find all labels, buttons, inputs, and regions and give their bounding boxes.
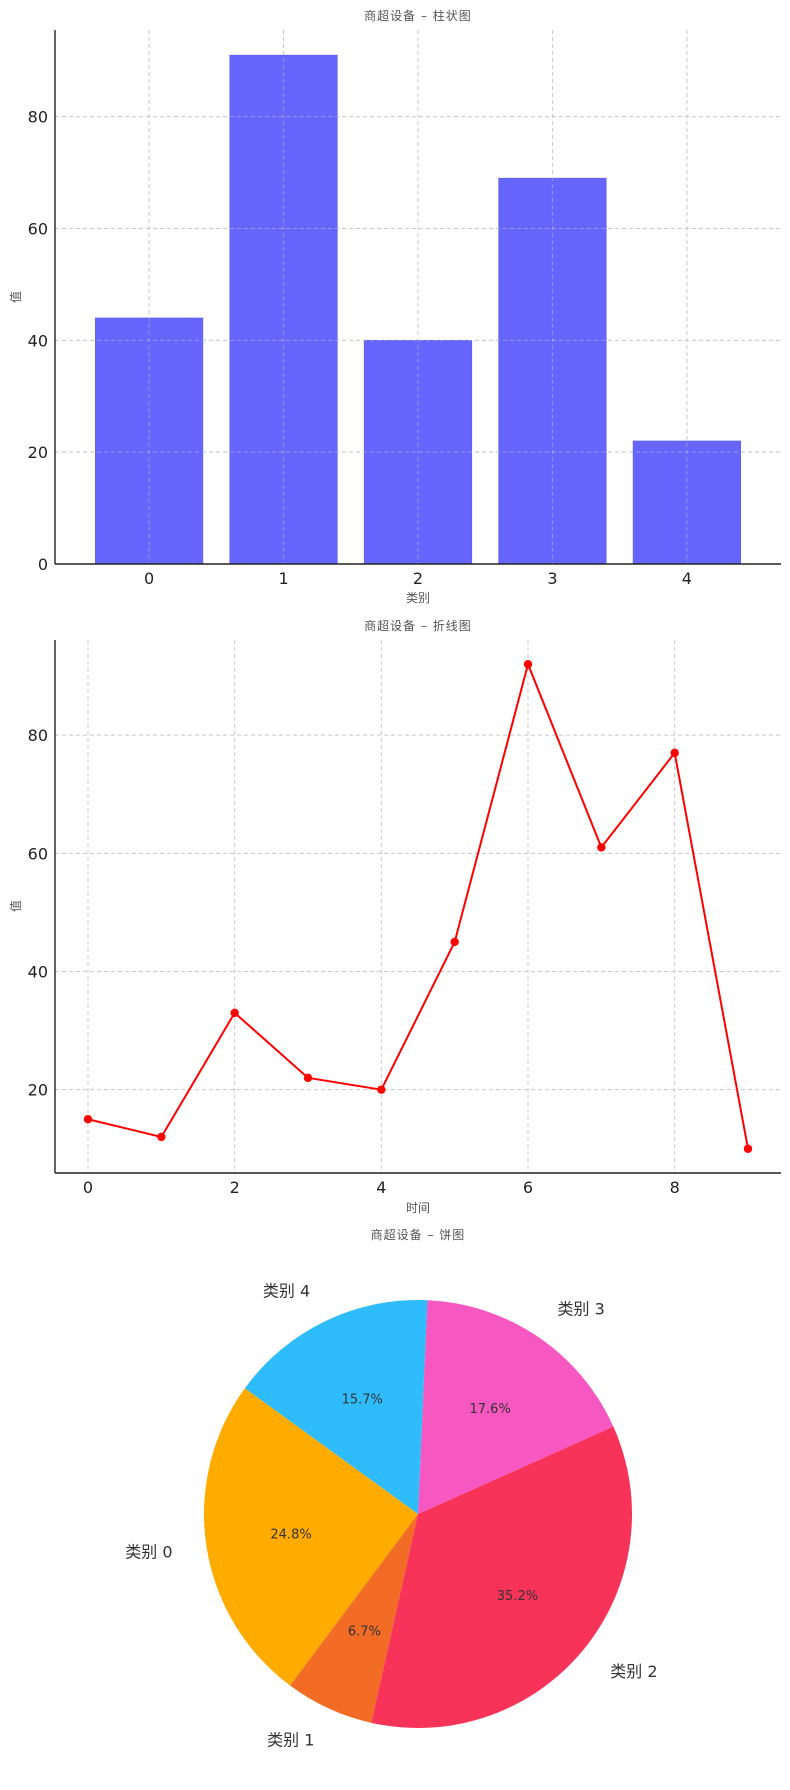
bar-x-axis-label: 类别 (406, 591, 430, 605)
line-point (230, 1008, 239, 1018)
pie-slice-label: 类别 0 (125, 1542, 172, 1561)
line-x-tick-label: 4 (376, 1178, 386, 1197)
pie-slice (290, 1514, 418, 1723)
line-point (670, 748, 679, 758)
pie-slice-label: 类别 4 (263, 1281, 310, 1300)
bar-y-tick-label: 80 (28, 108, 48, 127)
pie-slice-label: 类别 2 (610, 1662, 657, 1681)
line-point (157, 1132, 166, 1142)
pie-slice (371, 1426, 633, 1729)
pie-slice (418, 1300, 614, 1514)
line-x-tick-label: 8 (670, 1178, 680, 1197)
line-point (597, 843, 606, 852)
line-chart-series (83, 660, 753, 1153)
bar-x-tick-label: 3 (547, 569, 557, 588)
pie-chart-labels: 类别 0 24.8% 类别 1 6.7% 类别 2 35.2% 类别 3 17.6% 类别 4 1… (125, 1281, 657, 1749)
bar-chart: 商超设备 – 柱状图 0 20 40 60 80 0 1 2 3 4 类别 值 (8, 8, 781, 605)
line-point (523, 660, 533, 669)
bar-y-tick-label: 60 (28, 220, 48, 239)
line-series-path (87, 661, 749, 1149)
line-y-tick-label: 20 (28, 1081, 48, 1100)
line-point (303, 1073, 313, 1083)
bar-chart-title: 商超设备 – 柱状图 (364, 8, 472, 23)
line-point (83, 1115, 93, 1124)
line-chart: 商超设备 – 折线图 20 40 60 80 0 2 4 6 8 时间 值 (8, 618, 781, 1215)
line-x-tick-label: 6 (523, 1178, 533, 1197)
pie-slice-label: 类别 3 (558, 1300, 605, 1319)
line-y-tick-label: 40 (28, 963, 48, 982)
bar-y-tick-label: 40 (28, 331, 48, 350)
bar-y-tick-label: 20 (28, 443, 48, 462)
bar-x-tick-label: 0 (144, 569, 154, 588)
pie-slice (204, 1388, 418, 1686)
bar-x-tick-label: 1 (278, 569, 288, 588)
bar-x-tick-label: 4 (682, 569, 692, 588)
bar-x-tick-label: 2 (413, 569, 423, 588)
pie-slice-percent: 24.8% (270, 1527, 311, 1542)
line-x-tick-label: 2 (230, 1178, 240, 1197)
line-chart-ticks: 20 40 60 80 0 2 4 6 8 (28, 726, 680, 1197)
pie-slice-percent: 35.2% (497, 1589, 538, 1604)
pie-slice-label: 类别 1 (267, 1731, 314, 1750)
pie-slice (244, 1300, 428, 1514)
line-y-tick-label: 60 (28, 844, 48, 863)
line-point (377, 1085, 386, 1094)
line-x-axis-label: 时间 (406, 1201, 430, 1215)
pie-chart: 商超设备 – 饼图 类别 0 24.8% 类别 1 6.7% 类别 2 35.2% 类别 3… (125, 1227, 657, 1750)
line-point (450, 937, 459, 947)
bar-y-tick-label: 0 (38, 555, 48, 574)
line-chart-grid (55, 640, 781, 1173)
pie-chart-title: 商超设备 – 饼图 (371, 1227, 466, 1242)
bar-y-axis-label: 值 (8, 291, 23, 303)
pie-slice-percent: 17.6% (470, 1402, 511, 1417)
pie-slice-percent: 15.7% (342, 1392, 383, 1407)
pie-slice-percent: 6.7% (348, 1625, 381, 1640)
line-point (743, 1144, 753, 1153)
line-chart-title: 商超设备 – 折线图 (364, 618, 472, 633)
pie-chart-slices (204, 1300, 633, 1729)
line-x-tick-label: 0 (83, 1178, 93, 1197)
bar-chart-bars (55, 30, 781, 565)
bar-chart-ticks: 0 20 40 60 80 0 1 2 3 4 (28, 108, 692, 588)
line-y-tick-label: 80 (28, 726, 48, 745)
line-y-axis-label: 值 (8, 900, 23, 912)
